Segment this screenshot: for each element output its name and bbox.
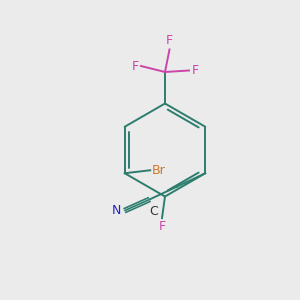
Text: F: F	[191, 64, 199, 77]
Text: Br: Br	[152, 164, 166, 177]
Text: N: N	[111, 204, 121, 217]
Text: F: F	[166, 34, 173, 47]
Text: C: C	[149, 205, 158, 218]
Text: F: F	[158, 220, 166, 233]
Text: F: F	[131, 59, 139, 73]
